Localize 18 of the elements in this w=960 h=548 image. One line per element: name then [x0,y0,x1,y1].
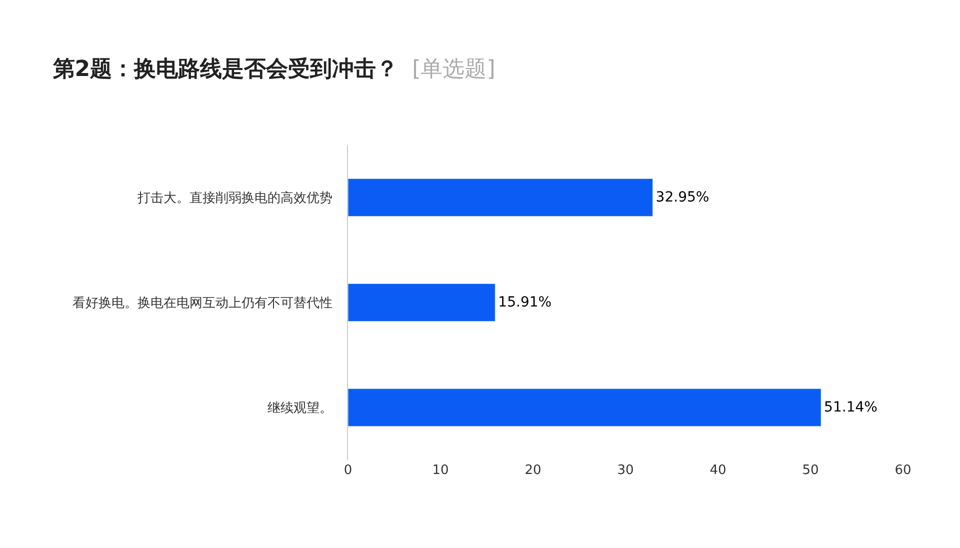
x-tick-label: 50 [802,463,819,478]
y-tick-label: 看好换电。换电在电网互动上仍有不可替代性 [72,296,332,312]
y-tick-label: 打击大。直接削弱换电的高效优势 [136,190,332,206]
x-tick-label: 0 [344,463,352,478]
bar [348,388,822,427]
x-tick-label: 60 [894,463,912,478]
chart-title: 第2题：换电路线是否会受到冲击？ [52,57,398,82]
x-tick-label: 30 [617,463,634,478]
x-tick-label: 10 [432,463,449,478]
bar [348,283,496,322]
x-tick-label: 20 [524,463,542,478]
data-label: 32.95% [656,190,710,206]
data-label: 51.14% [824,400,878,416]
bar [348,178,654,217]
y-tick-label: 继续观望。 [267,401,332,416]
chart-subtitle: [单选题] [412,57,496,82]
data-label: 15.91% [498,294,552,310]
x-tick-label: 40 [710,463,726,478]
